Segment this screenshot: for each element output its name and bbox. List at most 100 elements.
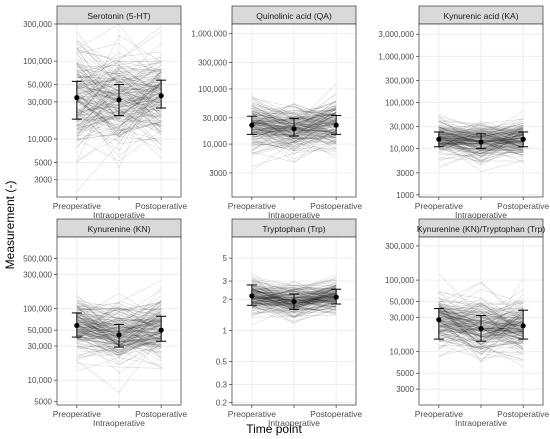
x-tick-label: Postoperative bbox=[135, 201, 187, 211]
subject-line bbox=[438, 313, 524, 354]
subject-line bbox=[251, 123, 337, 155]
x-tick-label: Postoperative bbox=[310, 201, 362, 211]
y-tick-label: 1 bbox=[223, 326, 228, 335]
facet-panel: Serotonin (5-HT) 3000 5000 10,000 30,000 50,0… bbox=[23, 5, 187, 220]
subject-line bbox=[76, 318, 162, 332]
subject-line bbox=[76, 51, 162, 90]
subject-line bbox=[438, 320, 524, 367]
subject-line bbox=[438, 136, 524, 152]
subject-line bbox=[438, 293, 524, 351]
subject-line bbox=[76, 96, 162, 122]
subject-line bbox=[76, 79, 162, 125]
subject-line bbox=[76, 340, 162, 353]
subject-line bbox=[251, 116, 337, 123]
subject-line bbox=[76, 310, 162, 329]
subject-line bbox=[76, 340, 162, 353]
y-tick-label: 0.3 bbox=[216, 380, 228, 389]
subject-line bbox=[76, 71, 162, 90]
subject-line bbox=[438, 122, 524, 146]
subject-line bbox=[438, 122, 524, 131]
subject-line bbox=[251, 138, 337, 154]
subject-line bbox=[76, 80, 162, 140]
subject-line bbox=[76, 104, 162, 164]
y-tick-label: 3000 bbox=[396, 169, 414, 178]
subject-line bbox=[76, 114, 162, 125]
subject-line bbox=[251, 135, 337, 147]
subject-line bbox=[438, 305, 524, 346]
subject-line bbox=[251, 106, 337, 151]
subject-line bbox=[251, 278, 337, 292]
subject-line bbox=[251, 119, 337, 137]
subject-line bbox=[438, 132, 524, 135]
subject-line bbox=[251, 274, 337, 291]
subject-line bbox=[251, 103, 337, 120]
subject-line bbox=[438, 305, 524, 334]
subject-line bbox=[251, 105, 337, 131]
subject-line bbox=[76, 307, 162, 334]
x-axis-title: Time point bbox=[246, 422, 302, 436]
subject-line bbox=[76, 43, 162, 83]
subject-line bbox=[76, 337, 162, 356]
subject-line bbox=[251, 112, 337, 140]
summary-point bbox=[158, 93, 164, 99]
subject-line bbox=[251, 130, 337, 150]
subject-line bbox=[251, 278, 337, 291]
subject-line bbox=[438, 333, 524, 350]
subject-line bbox=[251, 138, 337, 163]
subject-line bbox=[76, 120, 162, 136]
subject-line bbox=[76, 302, 162, 336]
subject-line bbox=[251, 141, 337, 155]
subject-line bbox=[438, 300, 524, 363]
subject-line bbox=[438, 315, 524, 351]
subject-line bbox=[76, 76, 162, 101]
y-tick-label: 3,000,000 bbox=[378, 30, 414, 39]
subject-line bbox=[251, 287, 337, 300]
subject-line bbox=[251, 123, 337, 151]
subject-line bbox=[251, 287, 337, 300]
subject-line bbox=[76, 93, 162, 134]
subject-line bbox=[76, 66, 162, 121]
subject-line bbox=[251, 100, 337, 118]
subject-line bbox=[76, 79, 162, 136]
subject-line bbox=[438, 126, 524, 158]
subject-line bbox=[251, 287, 337, 304]
summary-point bbox=[249, 122, 255, 128]
subject-line bbox=[76, 67, 162, 138]
subject-line bbox=[76, 322, 162, 341]
subject-line bbox=[251, 108, 337, 143]
subject-line bbox=[76, 114, 162, 136]
facet-panel: Kynurenine (KN) 5000 10,000 30,000 50,000 100… bbox=[23, 218, 187, 428]
subject-line bbox=[76, 316, 162, 358]
subject-line bbox=[251, 107, 337, 128]
subject-line bbox=[438, 157, 524, 162]
subject-line bbox=[251, 281, 337, 297]
subject-line bbox=[76, 323, 162, 353]
subject-line bbox=[438, 116, 524, 130]
subject-line bbox=[438, 120, 524, 134]
subject-line bbox=[76, 71, 162, 169]
subject-line bbox=[438, 133, 524, 150]
subject-line bbox=[438, 290, 524, 316]
subject-line bbox=[76, 76, 162, 129]
subject-line bbox=[76, 69, 162, 78]
subject-line bbox=[251, 277, 337, 295]
subject-line bbox=[251, 107, 337, 140]
subject-line bbox=[438, 124, 524, 135]
subject-line bbox=[76, 303, 162, 343]
subject-line bbox=[76, 69, 162, 134]
subject-line bbox=[76, 329, 162, 355]
y-tick-label: 5 bbox=[223, 254, 228, 263]
subject-line bbox=[76, 279, 162, 312]
subject-line bbox=[251, 290, 337, 308]
subject-line bbox=[251, 286, 337, 313]
subject-line bbox=[438, 307, 524, 331]
subject-line bbox=[76, 65, 162, 97]
subject-line bbox=[438, 314, 524, 341]
subject-line bbox=[76, 307, 162, 338]
subject-line bbox=[438, 137, 524, 160]
y-tick-label: 1000 bbox=[396, 191, 414, 200]
subject-line bbox=[76, 311, 162, 338]
summary-point bbox=[520, 136, 526, 142]
subject-line bbox=[438, 306, 524, 340]
subject-line bbox=[76, 306, 162, 337]
